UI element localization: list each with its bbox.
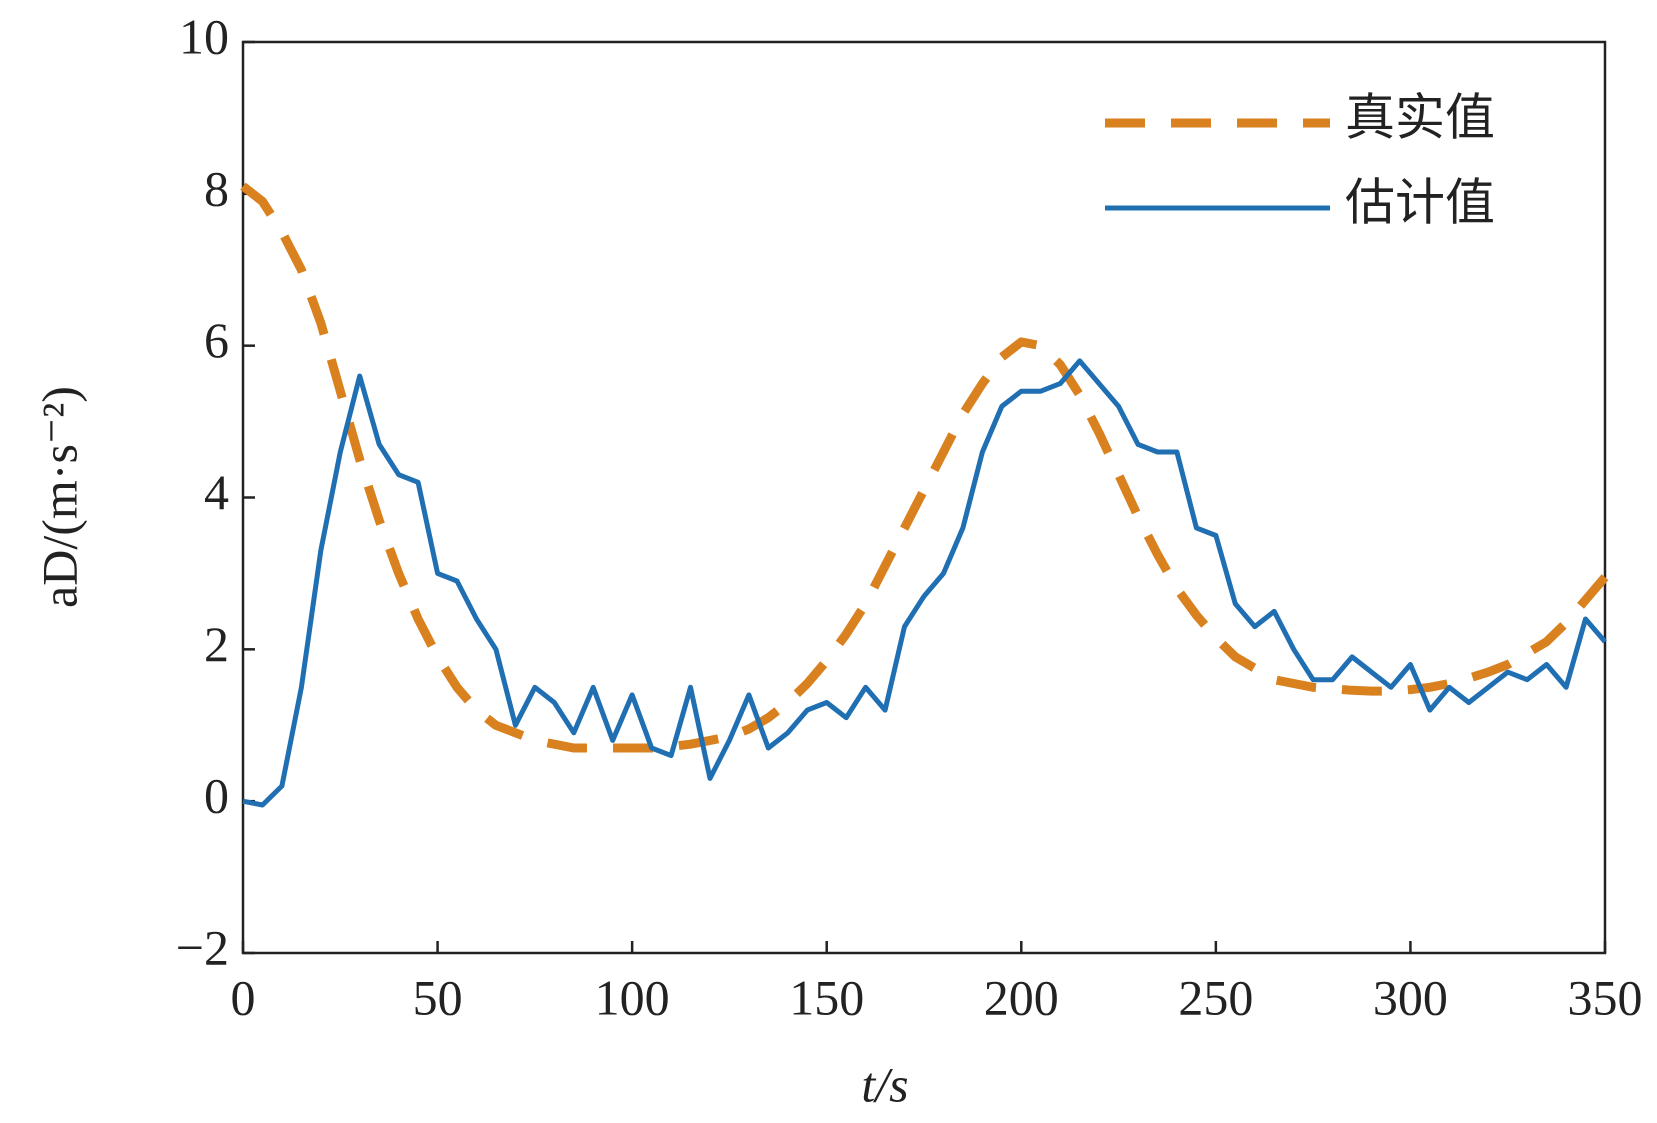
x-tick-label: 350 [1568, 969, 1643, 1025]
y-tick-label: 8 [204, 160, 229, 216]
x-tick-label: 100 [595, 969, 670, 1025]
data-line [240, 182, 1609, 753]
x-tick-label: 300 [1373, 969, 1448, 1025]
y-tick-label: 10 [179, 8, 229, 64]
y-axis-label: aD/(m·s⁻²) [31, 386, 87, 608]
y-tick-label: −2 [176, 919, 229, 975]
x-tick-label: 250 [1178, 969, 1253, 1025]
data-line [242, 358, 1607, 808]
y-tick-label: 2 [204, 616, 229, 672]
x-tick-label: 0 [231, 969, 256, 1025]
y-tick-label: 0 [204, 768, 229, 824]
legend-label: 真实值 [1345, 89, 1495, 145]
y-tick-label: 4 [204, 464, 229, 520]
x-tick-label: 50 [413, 969, 463, 1025]
x-tick-label: 200 [984, 969, 1059, 1025]
y-tick-label: 6 [204, 312, 229, 368]
x-tick-label: 150 [789, 969, 864, 1025]
x-axis-label: t/s [861, 1056, 908, 1112]
legend-label: 估计值 [1345, 174, 1495, 230]
